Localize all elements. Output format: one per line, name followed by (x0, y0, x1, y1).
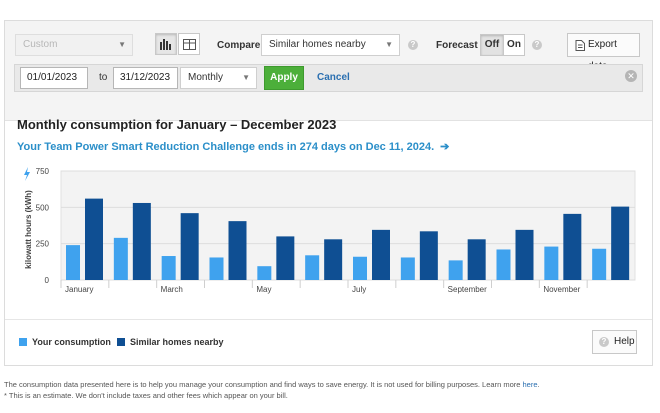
bar (563, 213, 582, 280)
y-axis-label: kilowatt hours (kWh) (24, 190, 33, 269)
bar (257, 266, 272, 280)
footer-estimate-note: * This is an estimate. We don't include … (4, 391, 288, 400)
chart-view-button[interactable] (155, 33, 177, 55)
close-icon[interactable]: ✕ (625, 70, 637, 82)
table-view-button[interactable] (178, 33, 200, 55)
bar (611, 206, 630, 280)
to-label: to (99, 72, 108, 83)
forecast-off-toggle[interactable]: Off (480, 34, 504, 56)
bar (592, 248, 607, 280)
x-tick-label: March (161, 285, 183, 294)
bar (66, 245, 80, 280)
learn-more-link[interactable]: here (522, 380, 538, 389)
compare-label: Compare (217, 40, 261, 51)
legend-swatch (19, 338, 27, 346)
x-tick-label: May (256, 285, 271, 294)
challenge-text: Your Team Power Smart Reduction Challeng… (17, 141, 435, 153)
bar (372, 229, 390, 280)
lightning-icon (24, 167, 30, 181)
compare-select-value: Similar homes nearby (269, 39, 366, 50)
forecast-help-icon[interactable]: ? (532, 40, 542, 50)
challenge-link[interactable]: Your Team Power Smart Reduction Challeng… (17, 140, 449, 153)
y-tick-label: 250 (36, 240, 50, 249)
bar-chart-icon (160, 38, 171, 50)
toolbar-row: Custom ▼ Compare Simila (5, 21, 652, 72)
forecast-label: Forecast (436, 40, 478, 51)
bar (276, 236, 295, 280)
range-select[interactable]: Custom ▼ (15, 34, 133, 56)
bar (305, 255, 320, 280)
x-tick-label: November (543, 285, 580, 294)
bar (544, 246, 559, 280)
y-tick-label: 0 (45, 276, 50, 285)
bar (228, 221, 247, 280)
bar (113, 237, 128, 280)
document-icon (575, 40, 585, 51)
x-tick-label: January (65, 285, 93, 294)
help-icon: ? (599, 337, 609, 347)
bar (85, 198, 103, 280)
bar (180, 213, 199, 280)
range-select-value: Custom (23, 39, 58, 50)
bar (496, 249, 511, 280)
bar (400, 257, 415, 280)
legend-swatch (117, 338, 125, 346)
legend-item-your-consumption: Your consumption (19, 337, 111, 347)
bar (467, 239, 486, 280)
plot-area (60, 170, 636, 281)
cancel-link[interactable]: Cancel (317, 72, 350, 83)
legend-label: Your consumption (32, 337, 111, 347)
help-label: Help (614, 336, 635, 347)
consumption-chart: 0 250 500 750 January March May July September No… (24, 167, 636, 294)
compare-help-icon[interactable]: ? (408, 40, 418, 50)
x-tick-label: September (448, 285, 487, 294)
arrow-right-icon: ➔ (440, 141, 450, 153)
x-tick-label: July (352, 285, 366, 294)
bar (515, 229, 534, 280)
bar (132, 202, 151, 280)
bar (161, 256, 176, 280)
chevron-down-icon: ▼ (242, 73, 250, 82)
forecast-on-toggle[interactable]: On (503, 34, 525, 56)
y-tick-label: 500 (36, 203, 50, 212)
help-button[interactable]: ? Help (592, 330, 637, 354)
to-date-input[interactable]: 31/12/2023 (113, 67, 178, 89)
legend-label: Similar homes nearby (130, 337, 224, 347)
from-date-input[interactable]: 01/01/2023 (20, 67, 88, 89)
date-range-bar: 01/01/2023 to 31/12/2023 Monthly ▼ Apply… (14, 64, 643, 92)
bar (209, 257, 224, 280)
consumption-panel: Custom ▼ Compare Simila (4, 20, 653, 366)
bar (353, 256, 367, 280)
export-data-button[interactable]: Export data (567, 33, 640, 72)
table-icon (182, 38, 196, 50)
divider (5, 319, 652, 320)
y-tick-label: 750 (36, 167, 50, 176)
page-title: Monthly consumption for January – Decemb… (17, 117, 337, 132)
interval-select-value: Monthly (188, 72, 224, 83)
bar (324, 239, 343, 280)
chevron-down-icon: ▼ (118, 40, 126, 49)
compare-select[interactable]: Similar homes nearby ▼ (261, 34, 400, 56)
footer-disclaimer: The consumption data presented here is t… (4, 380, 540, 389)
interval-select[interactable]: Monthly ▼ (180, 67, 257, 89)
bar (448, 260, 463, 280)
bar (419, 231, 438, 280)
legend-item-similar-homes: Similar homes nearby (117, 337, 224, 347)
apply-button[interactable]: Apply (264, 66, 304, 90)
toolbar: Custom ▼ Compare Simila (5, 21, 652, 121)
footer-text: The consumption data presented here is t… (4, 380, 521, 389)
chevron-down-icon: ▼ (385, 40, 393, 49)
